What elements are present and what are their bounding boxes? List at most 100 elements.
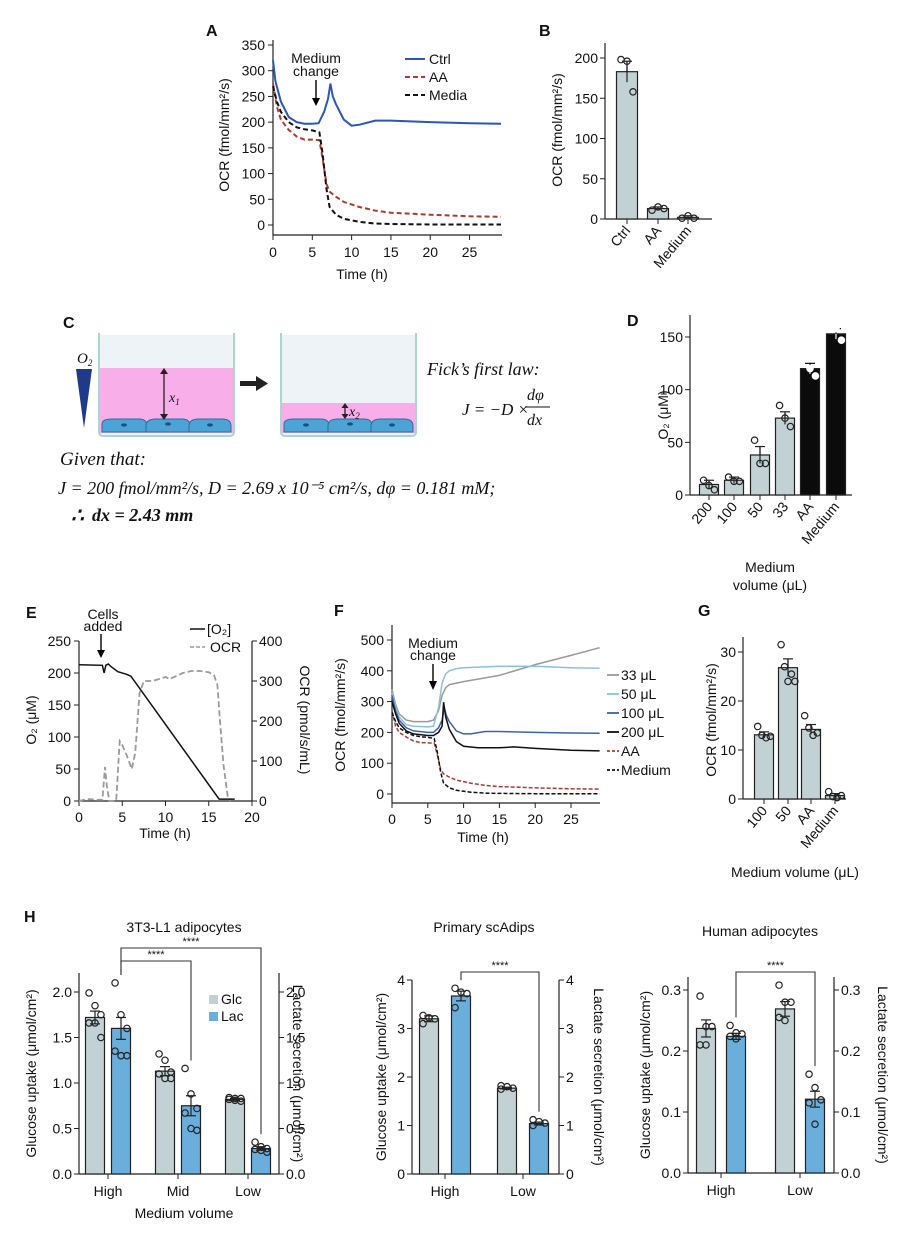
- x-tick-label: Mid: [167, 1183, 190, 1199]
- bar-glc: [224, 1098, 246, 1175]
- legend-label: AA: [429, 69, 448, 85]
- data-point: [813, 729, 822, 737]
- y-tick-label: 0: [63, 793, 71, 809]
- arrow-down-icon: [429, 681, 437, 690]
- bar-lac: [528, 1122, 550, 1175]
- data-point: [775, 1013, 783, 1022]
- chart-h1: 3T3-L1 adipocytes 0.0 0.0 0.5 0.5 1.0 1.0 1.5 1.…: [23, 919, 306, 1221]
- data-point: [786, 422, 795, 431]
- y-tick-label-right: 300: [259, 673, 283, 689]
- data-point: [251, 1138, 259, 1146]
- bar-glc: [774, 1008, 796, 1174]
- y-tick-label: 1: [397, 1118, 405, 1134]
- fick-law-numerator: dφ: [527, 387, 544, 404]
- x-tick-label: 15: [492, 811, 508, 827]
- x-tick-label: 20: [527, 811, 543, 827]
- nucleus: [389, 423, 395, 427]
- well-1-wall: [98, 333, 235, 437]
- y-tick-label: 150: [660, 329, 684, 345]
- bar: [777, 667, 799, 800]
- data-point: [161, 1056, 169, 1065]
- y-tick-label: 1.5: [53, 1030, 73, 1046]
- y-tick-label: 250: [242, 88, 266, 104]
- bar: [800, 728, 822, 800]
- y-axis-label-left: Glucose uptake (μmol/cm²): [23, 989, 39, 1157]
- x-tick-label: Ctrl: [607, 223, 633, 250]
- series-line: [391, 646, 600, 723]
- x-tick-label: AA: [640, 222, 665, 247]
- y-tick-label-right: 3: [566, 1021, 574, 1037]
- bar-lac: [110, 1027, 132, 1175]
- data-point: [629, 88, 637, 96]
- significance-label: ****: [767, 960, 785, 972]
- y-axis-label-left: Glucose uptake (μmol/cm²): [373, 993, 389, 1161]
- data-point: [756, 459, 764, 468]
- x-tick-label: 5: [118, 809, 126, 825]
- data-point: [91, 1019, 99, 1027]
- y-tick-label: 200: [575, 50, 599, 66]
- data-point: [824, 787, 833, 796]
- significance-bracket: [460, 971, 540, 1112]
- diagram-c: O2 x1: [58, 333, 550, 527]
- significance-bracket: [120, 960, 192, 1061]
- series-line-ocr: [78, 670, 232, 802]
- x-tick-label: 33: [769, 498, 791, 520]
- x-tick-label: High: [431, 1183, 460, 1199]
- y-axis-label: OCR (fmol/mm²/s): [703, 663, 719, 777]
- bar: [799, 368, 821, 496]
- y-axis-label-right: Lactate secretion (μmol/cm²): [290, 985, 306, 1163]
- x-axis-label: Time (h): [336, 266, 388, 282]
- data-point: [800, 354, 809, 362]
- data-point: [805, 1099, 813, 1107]
- y-tick-label: 0.5: [53, 1121, 73, 1137]
- data-point: [702, 1041, 710, 1049]
- legend-swatch-glc: [209, 995, 218, 1004]
- series-line-media: [272, 85, 501, 226]
- significance-bracket: [735, 971, 816, 1067]
- x-tick-label: 0: [75, 809, 83, 825]
- data-point: [699, 476, 708, 485]
- data-point: [726, 1021, 734, 1030]
- data-point: [762, 733, 770, 742]
- well-1-cells: [101, 418, 232, 433]
- y-tick-label: 50: [582, 171, 598, 187]
- x-tick-label: 25: [563, 811, 579, 827]
- bar: [825, 333, 847, 496]
- series-line-o2: [78, 663, 235, 800]
- y-tick-label-right: 0.0: [286, 1166, 306, 1182]
- y-tick-label-right: 0.0: [841, 1165, 861, 1181]
- data-point: [187, 1090, 195, 1098]
- data-point: [696, 992, 704, 1000]
- data-point: [758, 731, 766, 740]
- x-tick-label: 0: [269, 244, 277, 260]
- y-axis-label: OCR (fmol/mm²/s): [332, 658, 348, 772]
- chart-h3: Human adipocytes 0.0 0.0 0.1 0.1 0.2 0.2 0.3 0.3…: [637, 923, 891, 1198]
- data-point: [775, 981, 783, 989]
- y-tick-label: 300: [361, 694, 385, 710]
- legend-label: Media: [429, 87, 467, 103]
- data-point: [497, 1085, 505, 1093]
- fick-law-denominator: dx: [527, 412, 542, 429]
- y-tick-label: 2: [397, 1069, 405, 1085]
- y-axis-label-left: Glucose uptake (μmol/cm²): [637, 991, 653, 1159]
- nucleus: [347, 422, 353, 426]
- x-tick-label: 15: [383, 244, 399, 260]
- y-tick-label: 0: [257, 217, 265, 233]
- chart-e: 0 50 100 150 200 250 0 100 200 300 400 0 5 10 15 20 Time…: [23, 606, 313, 841]
- bar: [615, 71, 639, 220]
- given-values: J = 200 fmol/mm²/s, D = 2.69 x 10⁻⁵ cm²/…: [58, 478, 495, 498]
- data-point: [781, 1016, 789, 1025]
- x-tick-label: 5: [308, 244, 316, 260]
- y-tick-label: 20: [720, 693, 736, 709]
- data-point: [811, 1120, 819, 1129]
- series-line: [391, 665, 600, 728]
- panel-label-f: F: [334, 603, 344, 620]
- y-tick-label: 50: [667, 434, 683, 450]
- x-tick-label: Low: [235, 1183, 262, 1199]
- y-tick-label: 150: [242, 140, 266, 156]
- data-point: [117, 1010, 125, 1019]
- series-line-aa: [272, 83, 502, 218]
- y-tick-label: 0.1: [662, 1104, 682, 1120]
